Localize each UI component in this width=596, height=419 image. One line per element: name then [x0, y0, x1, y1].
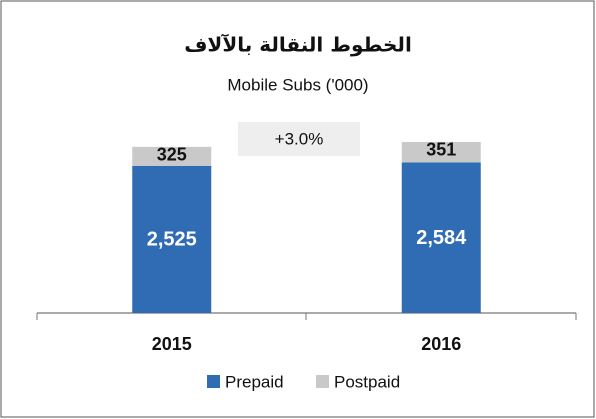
x-tick-label: 2016	[421, 334, 461, 354]
bar-segment	[401, 162, 481, 313]
bar-segment	[132, 146, 212, 166]
legend-label: Postpaid	[334, 372, 400, 391]
annotation: +3.0%	[275, 129, 324, 148]
legend-swatch	[207, 375, 220, 388]
legend-swatch	[316, 375, 329, 388]
data-label: 2,525	[147, 229, 197, 251]
data-label: 351	[426, 140, 456, 160]
chart-subtitle: Mobile Subs ('000)	[227, 75, 368, 94]
data-label: 2,584	[416, 227, 467, 249]
data-label: 325	[157, 145, 187, 165]
legend-label: Prepaid	[225, 372, 284, 391]
chart-title: الخطوط النقالة بالآلاف	[184, 33, 412, 57]
x-tick-label: 2015	[152, 334, 192, 354]
bar-segment	[132, 165, 212, 313]
annotation-box	[238, 122, 360, 156]
bar-segment	[401, 141, 481, 163]
